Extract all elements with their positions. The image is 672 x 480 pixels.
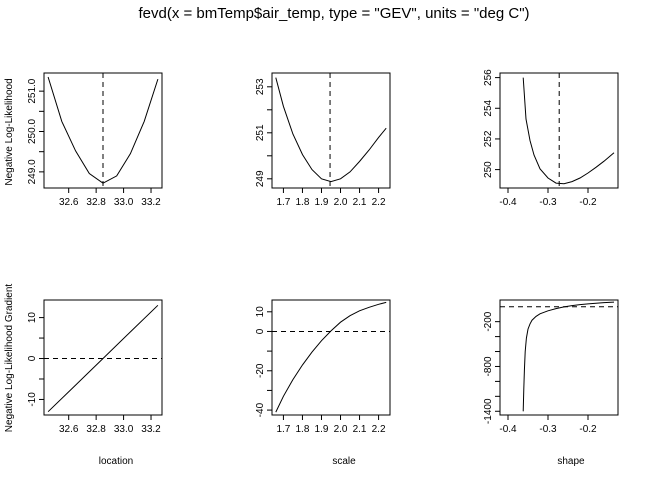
y-label-likelihood: Negative Log-Likelihood	[4, 78, 15, 185]
x-tick-label: 2.0	[334, 197, 348, 208]
x-tick-label: 32.6	[59, 424, 79, 435]
x-tick-label: 33.0	[114, 424, 134, 435]
plot-frame	[271, 299, 391, 416]
plot-frame	[499, 299, 619, 416]
x-tick-label: -0.4	[499, 424, 517, 435]
x-tick-label: -0.3	[539, 197, 557, 208]
plot-frame	[43, 299, 163, 416]
panel-likelihood-scale: 1.7 1.8 1.9 2.0 2.1 2.2 249 251 253	[255, 72, 391, 208]
y-tick-label: 254	[483, 99, 494, 116]
y-tick-label: 0	[27, 355, 38, 361]
y-tick-label: 249.0	[27, 159, 38, 184]
y-tick-label: -20	[255, 363, 266, 378]
x-tick-label: 33.0	[114, 197, 134, 208]
x-tick-label: 2.2	[372, 424, 386, 435]
x-tick-label: 1.9	[315, 424, 329, 435]
y-tick-label: -800	[483, 356, 494, 376]
x-tick-label: 1.8	[295, 424, 309, 435]
x-tick-label: 2.0	[334, 424, 348, 435]
x-tick-label: 33.2	[141, 197, 161, 208]
profile-curve	[275, 301, 387, 413]
x-label-location: location	[99, 456, 133, 467]
y-tick-label: 252	[483, 130, 494, 147]
y-tick-label: -40	[255, 402, 266, 417]
x-tick-label: 2.1	[353, 424, 367, 435]
figure-title: fevd(x = bmTemp$air_temp, type = "GEV", …	[138, 5, 529, 22]
x-tick-label: 32.8	[86, 424, 106, 435]
x-tick-label: -0.4	[499, 197, 517, 208]
y-tick-label: 251	[255, 124, 266, 141]
profile-curve	[47, 304, 159, 413]
y-tick-label: 250	[483, 161, 494, 178]
x-tick-label: 1.7	[276, 197, 290, 208]
x-label-scale: scale	[332, 456, 356, 467]
panel-likelihood-shape: -0.4 -0.3 -0.2 250 252 254 256	[483, 69, 619, 208]
x-label-shape: shape	[557, 456, 585, 467]
x-tick-label: 1.7	[276, 424, 290, 435]
panel-gradient-location: 32.6 32.8 33.0 33.2 -10 0 10	[27, 299, 163, 435]
profile-curve	[47, 76, 159, 184]
x-tick-label: 1.8	[295, 197, 309, 208]
x-tick-label: 33.2	[141, 424, 161, 435]
x-tick-label: -0.2	[579, 197, 597, 208]
x-tick-label: 2.2	[372, 197, 386, 208]
y-tick-label: 0	[255, 328, 266, 334]
profile-curve	[522, 77, 615, 185]
y-tick-label: 251.0	[27, 78, 38, 103]
y-tick-label: 10	[255, 306, 266, 318]
y-tick-label: 256	[483, 69, 494, 86]
y-tick-label: -1400	[483, 398, 494, 424]
y-tick-label: 10	[27, 312, 38, 324]
profile-curve	[522, 301, 615, 412]
y-tick-label: 249	[255, 170, 266, 187]
y-tick-label: 253	[255, 78, 266, 95]
x-tick-label: 2.1	[353, 197, 367, 208]
profile-curve	[275, 77, 387, 183]
y-label-gradient: Negative Log-Likelihood Gradient	[4, 284, 15, 433]
y-tick-label: -200	[483, 311, 494, 331]
plot-frame	[271, 72, 391, 189]
panel-gradient-shape: -0.4 -0.3 -0.2 -1400 -800 -200	[483, 299, 619, 435]
x-tick-label: -0.3	[539, 424, 557, 435]
x-tick-label: 1.9	[315, 197, 329, 208]
panel-gradient-scale: 1.7 1.8 1.9 2.0 2.1 2.2 -40 -20 0 10	[255, 299, 391, 435]
x-tick-label: -0.2	[579, 424, 597, 435]
x-tick-label: 32.6	[59, 197, 79, 208]
y-tick-label: 250.0	[27, 119, 38, 144]
y-tick-label: -10	[27, 392, 38, 407]
x-tick-label: 32.8	[86, 197, 106, 208]
panel-likelihood-location: 32.6 32.8 33.0 33.2 249.0 250.0 251.0	[27, 72, 163, 208]
